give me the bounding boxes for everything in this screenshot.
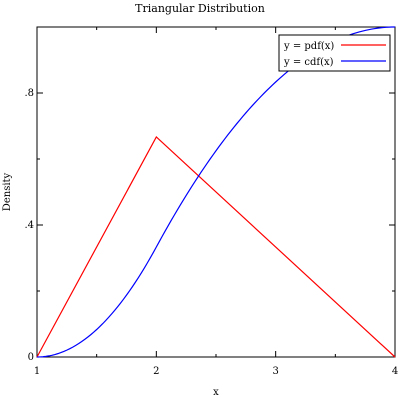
x-axis-label: x bbox=[213, 387, 219, 398]
x-tick-label: 2 bbox=[153, 366, 159, 377]
legend: y = pdf(x) y = cdf(x) bbox=[278, 34, 391, 72]
x-tick-label: 1 bbox=[34, 366, 40, 377]
series-layer bbox=[36, 26, 396, 358]
y-tick-label: .8 bbox=[24, 88, 34, 99]
x-tick-label: 4 bbox=[392, 366, 398, 377]
legend-label-pdf: y = pdf(x) bbox=[283, 41, 334, 52]
axis-ticks bbox=[36, 26, 396, 358]
legend-label-cdf: y = cdf(x) bbox=[283, 57, 334, 68]
chart-title: Triangular Distribution bbox=[135, 2, 265, 15]
series-line-pdf bbox=[36, 136, 396, 358]
y-tick-label: .4 bbox=[24, 220, 34, 231]
y-tick-label: 0 bbox=[28, 352, 34, 363]
x-tick-label: 3 bbox=[272, 366, 278, 377]
y-axis-label: Density bbox=[2, 172, 13, 211]
legend-box bbox=[278, 34, 391, 72]
tick-labels: 1 2 3 4 0 .4 .8 bbox=[24, 88, 398, 377]
